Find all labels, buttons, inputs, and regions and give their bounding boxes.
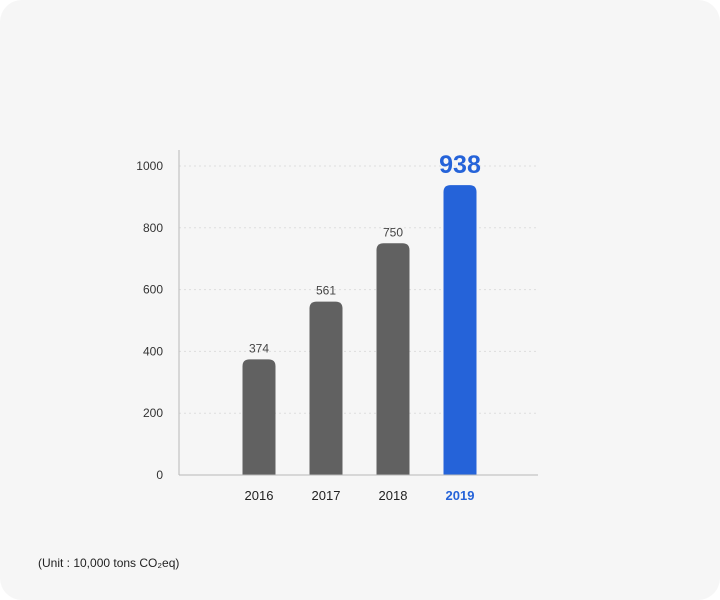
x-tick-label-2019: 2019	[446, 488, 475, 503]
axes	[178, 150, 538, 476]
bar-2019	[443, 185, 477, 475]
grid-layer	[179, 165, 538, 414]
value-label-2018: 750	[383, 225, 403, 239]
y-tick-label: 600	[143, 283, 163, 297]
y-tick-label: 200	[143, 406, 163, 420]
bar-2017	[309, 301, 343, 475]
value-labels: 374 561 750 938	[249, 151, 481, 355]
y-tick-labels: 0 200 400 600 800 1000	[136, 159, 163, 482]
x-tick-label-2016: 2016	[245, 488, 274, 503]
value-label-2019: 938	[439, 151, 481, 179]
x-tick-label-2017: 2017	[312, 488, 341, 503]
x-tick-label-2018: 2018	[379, 488, 408, 503]
value-label-2016: 374	[249, 341, 269, 355]
bar-2016	[242, 359, 276, 475]
y-tick-label: 0	[156, 468, 163, 482]
y-tick-label: 400	[143, 344, 163, 358]
unit-note: (Unit : 10,000 tons CO₂eq)	[38, 556, 180, 570]
category-labels: 2016 2017 2018 2019	[245, 488, 475, 503]
bar-2018	[376, 243, 410, 475]
y-tick-label: 800	[143, 221, 163, 235]
y-tick-label: 1000	[136, 159, 163, 173]
bars	[242, 185, 477, 475]
value-label-2017: 561	[316, 284, 336, 298]
